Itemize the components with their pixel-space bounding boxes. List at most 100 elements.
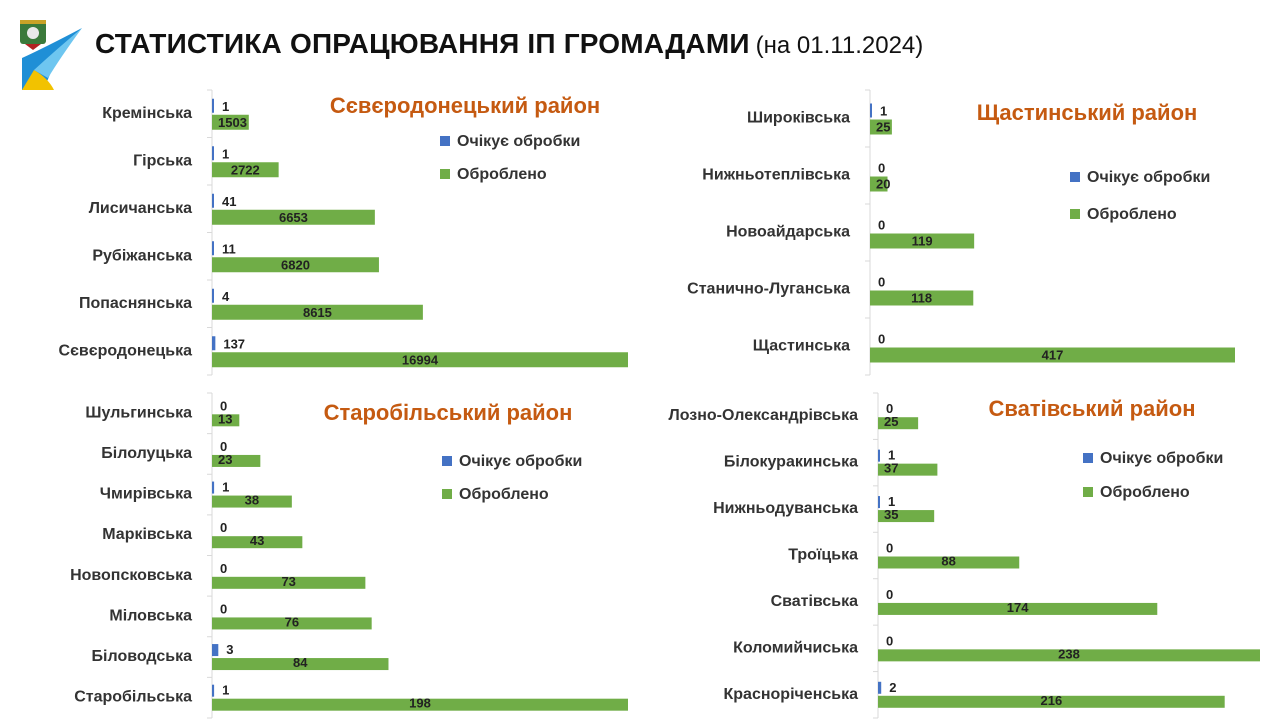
bar-processed xyxy=(878,417,919,430)
bar-processed xyxy=(870,119,892,135)
data-label-pending: 0 xyxy=(220,520,227,535)
data-label-processed: 37 xyxy=(884,461,898,476)
data-label-pending: 0 xyxy=(878,275,885,290)
data-label-pending: 137 xyxy=(223,336,245,351)
legend-label-pending: Очікує обробки xyxy=(1100,450,1223,467)
data-label-processed: 8615 xyxy=(303,305,332,320)
district-title-starobilskyi: Старобільський район xyxy=(324,400,573,425)
data-label-processed: 2722 xyxy=(231,162,260,177)
category-label: Рубіжанська xyxy=(92,247,192,264)
bar-processed xyxy=(870,347,1235,363)
page-title-text: СТАТИСТИКА ОПРАЦЮВАННЯ ІП ГРОМАДАМИ xyxy=(95,28,750,59)
district-title-svativskyi: Сватівський район xyxy=(988,396,1195,421)
district-title-shchastynskyi: Щастинський район xyxy=(977,100,1198,125)
bar-pending xyxy=(878,681,882,694)
data-label-pending: 4 xyxy=(222,289,230,304)
data-label-pending: 1 xyxy=(888,494,895,509)
logo-emblem xyxy=(20,20,82,90)
category-label: Марківська xyxy=(102,526,192,543)
bar-pending xyxy=(212,146,214,161)
category-label: Новоайдарська xyxy=(726,224,850,241)
data-label-pending: 0 xyxy=(886,633,893,648)
bar-processed xyxy=(212,114,249,130)
data-label-processed: 13 xyxy=(218,411,232,426)
bar-processed xyxy=(212,414,240,427)
legend-swatch-pending xyxy=(442,456,452,466)
data-label-pending: 0 xyxy=(886,541,893,556)
bar-processed xyxy=(878,695,1225,708)
data-label-processed: 1503 xyxy=(218,115,247,130)
data-label-processed: 198 xyxy=(409,696,431,711)
category-label: Коломийчиська xyxy=(733,639,858,656)
category-label: Красноріченська xyxy=(724,686,859,703)
data-label-pending: 2 xyxy=(889,680,896,695)
data-label-processed: 88 xyxy=(941,554,955,569)
legend-label-processed: Оброблено xyxy=(457,166,547,183)
category-label: Старобільська xyxy=(74,689,192,706)
bar-processed xyxy=(878,463,938,476)
bar-pending xyxy=(212,193,214,208)
data-label-pending: 0 xyxy=(878,332,885,347)
bar-pending xyxy=(212,288,214,303)
legend-swatch-processed xyxy=(1070,209,1080,219)
category-label: Білолуцька xyxy=(101,445,192,462)
category-label: Станично-Луганська xyxy=(687,281,850,298)
chart-svativskyi: Лозно-Олександрівська 0 25 Білокуракинська 1… xyxy=(640,385,1280,720)
data-label-processed: 25 xyxy=(884,414,898,429)
legend-swatch-processed xyxy=(442,489,452,499)
legend-label-processed: Оброблено xyxy=(459,486,549,503)
category-label: Міловська xyxy=(109,607,192,624)
category-label: Білокуракинська xyxy=(724,454,858,471)
data-label-processed: 6820 xyxy=(281,257,310,272)
legend-label-pending: Очікує обробки xyxy=(459,453,582,470)
data-label-processed: 20 xyxy=(876,177,890,192)
bar-processed xyxy=(870,290,974,306)
data-label-pending: 0 xyxy=(878,218,885,233)
data-label-pending: 0 xyxy=(220,439,227,454)
data-label-processed: 6653 xyxy=(279,210,308,225)
data-label-pending: 3 xyxy=(226,642,233,657)
data-label-pending: 1 xyxy=(222,683,229,698)
data-label-pending: 1 xyxy=(222,99,229,114)
data-label-processed: 174 xyxy=(1007,600,1029,615)
bar-processed xyxy=(878,649,1260,662)
district-title-sievierodonetskyi: Сєвєродонецький район xyxy=(330,93,600,118)
bar-processed xyxy=(212,304,423,320)
category-label: Лисичанська xyxy=(89,200,192,217)
data-label-pending: 0 xyxy=(220,601,227,616)
bar-processed xyxy=(212,536,303,549)
category-label: Біловодська xyxy=(92,648,193,665)
bar-pending xyxy=(212,336,216,351)
legend-label-processed: Оброблено xyxy=(1100,484,1190,501)
bar-processed xyxy=(212,617,372,630)
category-label: Нижньотеплівська xyxy=(702,167,850,184)
data-label-processed: 417 xyxy=(1042,348,1064,363)
data-label-pending: 0 xyxy=(886,587,893,602)
legend-swatch-pending xyxy=(1070,172,1080,182)
chart-shchastynskyi: Широківська 1 25 Нижньотеплівська 0 20 Новоайд… xyxy=(640,80,1280,380)
bar-processed xyxy=(212,257,379,273)
category-label: Сватівська xyxy=(771,593,859,610)
data-label-pending: 1 xyxy=(888,448,895,463)
legend-swatch-processed xyxy=(1083,487,1093,497)
data-label-processed: 76 xyxy=(285,614,299,629)
bar-processed xyxy=(870,176,888,192)
data-label-processed: 43 xyxy=(250,533,264,548)
bar-processed xyxy=(870,233,975,249)
category-label: Шульгинська xyxy=(85,404,192,421)
logo xyxy=(14,18,84,94)
bar-processed xyxy=(878,510,935,523)
legend-label-processed: Оброблено xyxy=(1087,206,1177,223)
bar-processed xyxy=(212,454,261,467)
data-label-processed: 238 xyxy=(1058,646,1080,661)
data-label-processed: 16994 xyxy=(402,352,439,367)
bar-pending xyxy=(870,103,872,118)
data-label-processed: 118 xyxy=(911,291,932,306)
page-title: СТАТИСТИКА ОПРАЦЮВАННЯ ІП ГРОМАДАМИ (на 0… xyxy=(95,28,923,60)
bar-pending xyxy=(878,496,880,509)
legend-swatch-pending xyxy=(1083,453,1093,463)
